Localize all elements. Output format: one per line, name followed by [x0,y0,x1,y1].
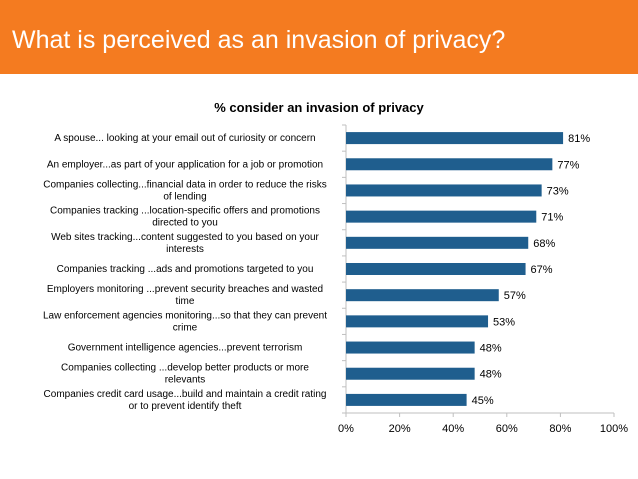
category-label: or to prevent identify theft [129,401,242,412]
category-label: Companies tracking ...ads and promotions… [57,264,314,275]
category-label: time [176,296,195,307]
bar [346,184,542,197]
category-label: Web sites tracking...content suggested t… [51,232,319,243]
x-tick-label: 20% [389,423,411,435]
x-tick-label: 100% [600,423,628,435]
x-tick-label: 40% [442,423,464,435]
category-label: Companies credit card usage...build and … [44,389,327,400]
bar [346,341,475,354]
x-tick-label: 80% [549,423,571,435]
data-label: 81% [568,133,590,145]
data-label: 73% [547,185,569,197]
header-banner: What is perceived as an invasion of priv… [0,0,638,74]
category-label: directed to you [152,218,218,229]
data-label: 71% [541,212,563,224]
category-label: Government intelligence agencies...preve… [68,343,303,354]
category-label: A spouse... looking at your email out of… [54,133,315,144]
data-label: 57% [504,290,526,302]
data-label: 53% [493,316,515,328]
data-label: 48% [480,369,502,381]
bar [346,132,564,145]
data-label: 45% [472,395,494,407]
data-label: 48% [480,343,502,355]
bar [346,158,553,171]
data-label: 67% [531,264,553,276]
category-label: interests [166,244,204,255]
x-tick-label: 0% [338,423,354,435]
category-label: An employer...as part of your applicatio… [47,159,323,170]
category-label: Law enforcement agencies monitoring...so… [43,310,327,321]
bar [346,315,489,328]
bar [346,210,537,223]
chart-title: % consider an invasion of privacy [214,100,424,115]
category-label: Employers monitoring ...prevent security… [47,284,323,295]
bar [346,289,499,302]
bar [346,263,526,275]
category-label: crime [173,322,198,333]
category-label: Companies collecting...financial data in… [43,179,326,190]
category-label: Companies tracking ...location-specific … [50,206,320,217]
page-title: What is perceived as an invasion of priv… [12,26,506,54]
category-label: Companies collecting ...develop better p… [61,363,309,374]
category-label: of lending [163,191,206,202]
data-label: 77% [557,159,579,171]
bar [346,393,467,406]
bar [346,236,529,249]
data-label: 68% [533,238,555,250]
bar [346,367,475,380]
category-label: relevants [165,375,206,386]
x-tick-label: 60% [496,423,518,435]
